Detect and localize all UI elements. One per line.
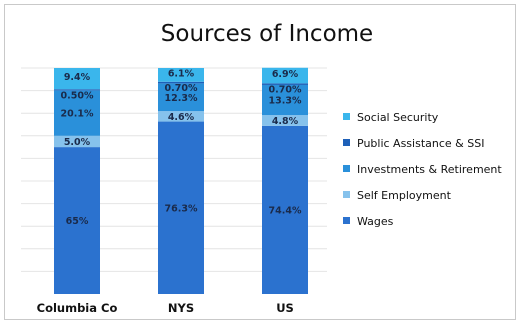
bar-segment-investments-retirement-2 xyxy=(262,84,308,116)
legend-label: Social Security xyxy=(357,111,439,124)
stacked-bar-chart: Sources of Income 65% 5.0% 20.1% 0.50% 9.4% 7… xyxy=(21,21,502,315)
legend-label: Investments & Retirement xyxy=(357,163,502,176)
data-label: 6.9% xyxy=(272,69,299,80)
category-label: Columbia Co xyxy=(37,301,118,315)
data-label: 5.0% xyxy=(64,137,91,148)
bar-segment-self-employment-1 xyxy=(158,111,204,122)
bar-segment-investments-retirement-0 xyxy=(54,90,100,136)
data-label: 65% xyxy=(66,216,89,227)
data-label: 0.70% xyxy=(269,85,302,96)
legend-label: Self Employment xyxy=(357,189,452,202)
bar-segment-wages-1 xyxy=(158,121,204,294)
data-label: 13.3% xyxy=(269,95,302,106)
bar-segment-wages-2 xyxy=(262,125,308,294)
bar-segment-social-security-2 xyxy=(262,67,308,84)
bars xyxy=(54,67,308,294)
legend-swatch xyxy=(343,139,350,146)
legend: Social Security Public Assistance & SSI In… xyxy=(343,111,502,228)
legend-swatch xyxy=(343,113,350,120)
data-label: 4.6% xyxy=(168,112,195,123)
category-label: NYS xyxy=(168,301,194,315)
bar-segment-wages-0 xyxy=(54,147,100,294)
data-labels: 65%5.0%20.1%0.50%9.4%76.3%4.6%12.3%0.70%… xyxy=(61,68,302,227)
bar-segment-public-assistance-ssi-2 xyxy=(262,83,308,85)
legend-label: Wages xyxy=(357,215,394,228)
bar-segment-public-assistance-ssi-0 xyxy=(54,89,100,91)
data-label: 0.70% xyxy=(165,83,198,94)
chart-frame: Sources of Income 65% 5.0% 20.1% 0.50% 9.4% 7… xyxy=(4,4,516,320)
bar-segment-self-employment-0 xyxy=(54,135,100,148)
data-label: 9.4% xyxy=(64,72,91,83)
chart-title: Sources of Income xyxy=(161,21,373,47)
bar-segment-investments-retirement-1 xyxy=(158,83,204,112)
data-label: 12.3% xyxy=(165,93,198,104)
legend-swatch xyxy=(343,191,350,198)
data-label: 20.1% xyxy=(61,109,94,120)
bar-segment-social-security-0 xyxy=(54,68,100,90)
bar-segment-social-security-1 xyxy=(158,68,204,82)
legend-label: Public Assistance & SSI xyxy=(357,137,484,150)
bar-segment-self-employment-2 xyxy=(262,115,308,126)
legend-swatch xyxy=(343,165,350,172)
data-label: 74.4% xyxy=(269,205,302,216)
data-label: 0.50% xyxy=(61,90,94,101)
legend-swatch xyxy=(343,217,350,224)
data-label: 6.1% xyxy=(168,68,195,79)
category-label: US xyxy=(276,301,294,315)
category-labels: Columbia Co NYS US xyxy=(37,301,294,315)
data-label: 4.8% xyxy=(272,116,299,127)
bar-segment-public-assistance-ssi-1 xyxy=(158,81,204,84)
data-label: 76.3% xyxy=(165,203,198,214)
